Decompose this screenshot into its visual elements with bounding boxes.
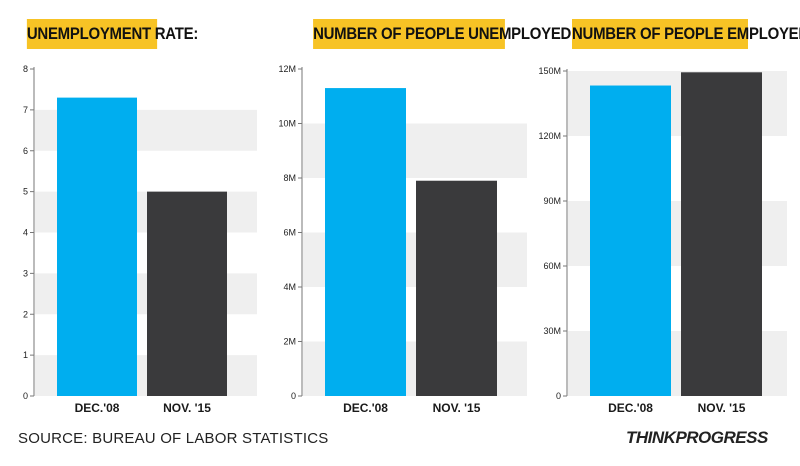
bar-dec-08 (590, 85, 671, 397)
x-category-label: NOV. '15 (163, 401, 211, 415)
source-note: SOURCE: BUREAU OF LABOR STATISTICS (18, 430, 329, 447)
y-tick-label: 120M (538, 131, 561, 141)
y-tick-label: 4M (283, 282, 296, 292)
y-tick-label: 0 (23, 391, 28, 401)
y-tick-label: 60M (543, 261, 561, 271)
y-tick-label: 90M (543, 196, 561, 206)
bar-nov-15 (681, 72, 762, 397)
y-tick-label: 7 (23, 105, 28, 115)
y-tick-label: 4 (23, 228, 28, 238)
x-category-label: DEC.'08 (608, 401, 653, 415)
y-tick-label: 1 (23, 350, 28, 360)
x-category-label: DEC.'08 (343, 401, 388, 415)
y-tick-label: 12M (278, 64, 296, 74)
y-tick-label: 3 (23, 268, 28, 278)
y-tick-label: 0 (556, 391, 561, 401)
y-tick-label: 150M (538, 66, 561, 76)
x-category-label: NOV. '15 (433, 401, 481, 415)
bar-nov-15 (416, 180, 497, 396)
y-tick-label: 10M (278, 119, 296, 129)
y-tick-label: 2M (283, 337, 296, 347)
chart-1-title: UNEMPLOYMENT RATE: (26, 19, 198, 49)
y-tick-label: 8M (283, 173, 296, 183)
bar-dec-08 (57, 97, 137, 397)
y-tick-label: 30M (543, 326, 561, 336)
x-category-label: NOV. '15 (698, 401, 746, 415)
y-tick-label: 8 (23, 64, 28, 74)
y-tick-label: 6M (283, 228, 296, 238)
bar-nov-15 (147, 191, 227, 396)
y-tick-label: 2 (23, 309, 28, 319)
x-category-label: DEC.'08 (75, 401, 120, 415)
publisher-logo: THINKPROGRESS (626, 428, 768, 447)
y-tick-label: 0 (291, 391, 296, 401)
y-tick-label: 5 (23, 187, 28, 197)
chart-3-title: NUMBER OF PEOPLE EMPLOYED: (572, 19, 800, 49)
bar-dec-08 (325, 88, 406, 396)
y-tick-label: 6 (23, 146, 28, 156)
